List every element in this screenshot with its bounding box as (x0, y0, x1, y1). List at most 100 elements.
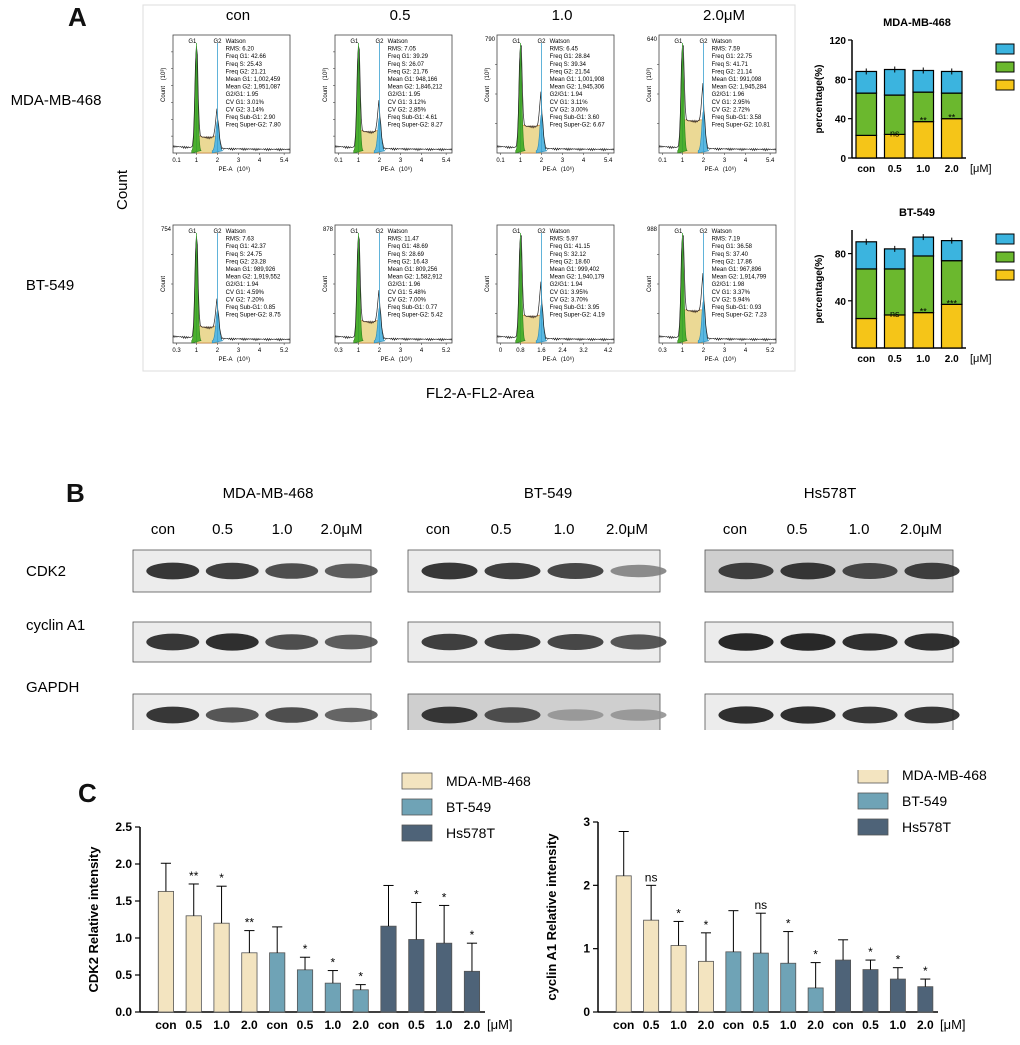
histogram-stat-line: Freq Sub-G1: 4.61 (388, 115, 438, 121)
significance-mark: * (358, 970, 363, 984)
stacked-bar-segment (940, 240, 963, 262)
histogram-y-max: 754 (161, 227, 172, 233)
grouped-bar (436, 942, 453, 1013)
histogram-x-tick-label: 1 (357, 158, 361, 164)
grouped-x-tick-label: con (267, 1018, 288, 1032)
histogram-frame (334, 224, 453, 344)
histogram-x-tick-label: 4 (744, 348, 748, 354)
blot-band (324, 707, 378, 723)
grouped-bar (157, 890, 174, 1013)
histogram-y-max: 878 (323, 227, 334, 233)
histogram-stat-line: Mean G1: 809,256 (388, 267, 438, 273)
grouped-x-tick-label: 0.5 (408, 1018, 425, 1032)
blot-band (904, 706, 960, 724)
histogram-stat-line: Watson (712, 229, 732, 235)
histogram-x-tick-label: 0.1 (334, 158, 343, 164)
grouped-bar (463, 970, 481, 1013)
histogram-x-tick-label: 5.4 (442, 158, 451, 164)
histogram-stat-line: Mean G2: 1,846,212 (388, 85, 443, 91)
grouped-x-tick-label: con (723, 1018, 744, 1032)
histogram-stat-line: Mean G1: 1,001,908 (550, 77, 605, 83)
histogram-frame (658, 34, 777, 154)
grouped-bar (807, 987, 824, 1013)
grouped-legend-swatch (401, 824, 433, 842)
histogram-x-tick-label: 2 (702, 348, 706, 354)
histogram-curve (334, 45, 453, 152)
significance-annotation: ns (890, 128, 900, 138)
grouped-x-tick-label: 0.5 (752, 1018, 769, 1032)
significance-mark: * (303, 942, 308, 956)
g1-peak-label: G1 (188, 229, 197, 235)
y-axis-title: Count (114, 169, 131, 210)
histogram-x-tick-label: 5.4 (604, 158, 613, 164)
histogram-stat-line: CV G2: 7.00% (388, 297, 427, 303)
histogram-stat-line: RMS: 11.47 (388, 237, 420, 243)
significance-mark: * (414, 887, 419, 901)
stacked-x-tick-label: 0.5 (888, 354, 902, 365)
grouped-bar (835, 959, 852, 1013)
blot-band (904, 562, 960, 580)
histogram-x-unit: (10⁶) (561, 356, 574, 363)
panel-a-figure: con 0.5 1.0 2.0μM MDA-MB-468 BT-549 Count FL2-A… (11, 4, 1015, 402)
histogram-y-unit: (10³) (647, 68, 653, 81)
panel-c-label: C (78, 778, 97, 808)
histogram-curve (658, 45, 777, 152)
histogram-stat-line: Freq G1: 36.58 (712, 244, 753, 250)
stacked-bar-chart: BT-549 40 80 percentage(%) con 0.5 ns 1.0 ** 2.0 *… (814, 207, 1015, 365)
histogram-stat-line: Freq G1: 48.69 (388, 244, 429, 250)
histogram-x-tick-label: 1 (681, 158, 685, 164)
blot-band (265, 707, 319, 723)
stacked-bar-chart: MDA-MB-468 0 40 80 120 percentage(%) con 0.5 ns 1… (814, 17, 1015, 175)
grouped-legend-label: BT-549 (446, 799, 491, 815)
stacked-y-label: percentage(%) (814, 255, 825, 324)
histogram-stat-line: Freq Sub-G1: 0.85 (226, 305, 276, 311)
stacked-y-tick-label: 120 (829, 36, 846, 47)
histogram-stat-line: Freq S: 37.40 (712, 252, 749, 258)
stacked-bar-segment (883, 314, 906, 349)
grouped-y-tick-label: 3 (583, 815, 590, 829)
histogram-x-tick-label: 1 (357, 348, 361, 354)
blot-band (547, 634, 604, 650)
histogram-stat-line: CV G1: 3.01% (226, 100, 265, 106)
histogram-stat-line: Freq G2: 21.14 (712, 69, 753, 75)
histogram-x-tick-label: 0.3 (334, 348, 343, 354)
stacked-y-tick-label: 80 (835, 75, 847, 86)
blot-band (842, 563, 898, 579)
grouped-legend-swatch (401, 798, 433, 816)
g2-peak-label: G2 (213, 39, 222, 45)
grouped-bar (408, 939, 425, 1013)
blot-strip (132, 693, 378, 730)
histogram-stat-line: G2/G1: 1.96 (388, 282, 421, 288)
grouped-bar (917, 986, 934, 1013)
grouped-legend-label: Hs578T (446, 825, 495, 841)
stacked-bar-segment (912, 69, 935, 93)
histogram-stat-line: Freq S: 24.75 (226, 252, 263, 258)
blot-band (718, 633, 774, 651)
histogram-x-tick-label: 1 (195, 348, 199, 354)
stacked-chart-title: MDA-MB-468 (883, 17, 951, 29)
stacked-legend-swatch (995, 43, 1015, 55)
stacked-bar-segment (940, 70, 963, 94)
histogram-x-unit: (10⁶) (237, 166, 250, 173)
stacked-bar-segment (855, 70, 878, 94)
column-label: con (226, 7, 250, 24)
stacked-bar-segment (912, 312, 935, 349)
stacked-unit-label: [μM] (970, 353, 992, 365)
histogram-stat-line: Freq Sub-G1: 3.60 (550, 115, 600, 121)
grouped-bar-chart: 0 1 2 3 cyclin A1 Relative intensity con ns 0.5… (544, 770, 987, 1032)
histogram-stat-line: Freq G2: 17.86 (712, 259, 753, 265)
significance-annotation: ns (890, 309, 900, 319)
grouped-x-tick-label: 1.0 (325, 1018, 342, 1032)
histogram-stat-line: G2/G1: 1.94 (226, 282, 259, 288)
blot-band (421, 562, 478, 580)
blot-band (205, 707, 259, 723)
histogram-stat-line: Mean G1: 989,926 (226, 267, 276, 273)
histogram-stat-line: RMS: 7.63 (226, 237, 255, 243)
grouped-bar (324, 982, 341, 1013)
histogram-stat-line: CV G1: 5.48% (388, 290, 427, 296)
histogram-x-tick-label: 3 (399, 348, 403, 354)
grouped-bar (352, 989, 369, 1013)
stacked-x-tick-label: 2.0 (945, 354, 959, 365)
blot-band (146, 562, 200, 580)
